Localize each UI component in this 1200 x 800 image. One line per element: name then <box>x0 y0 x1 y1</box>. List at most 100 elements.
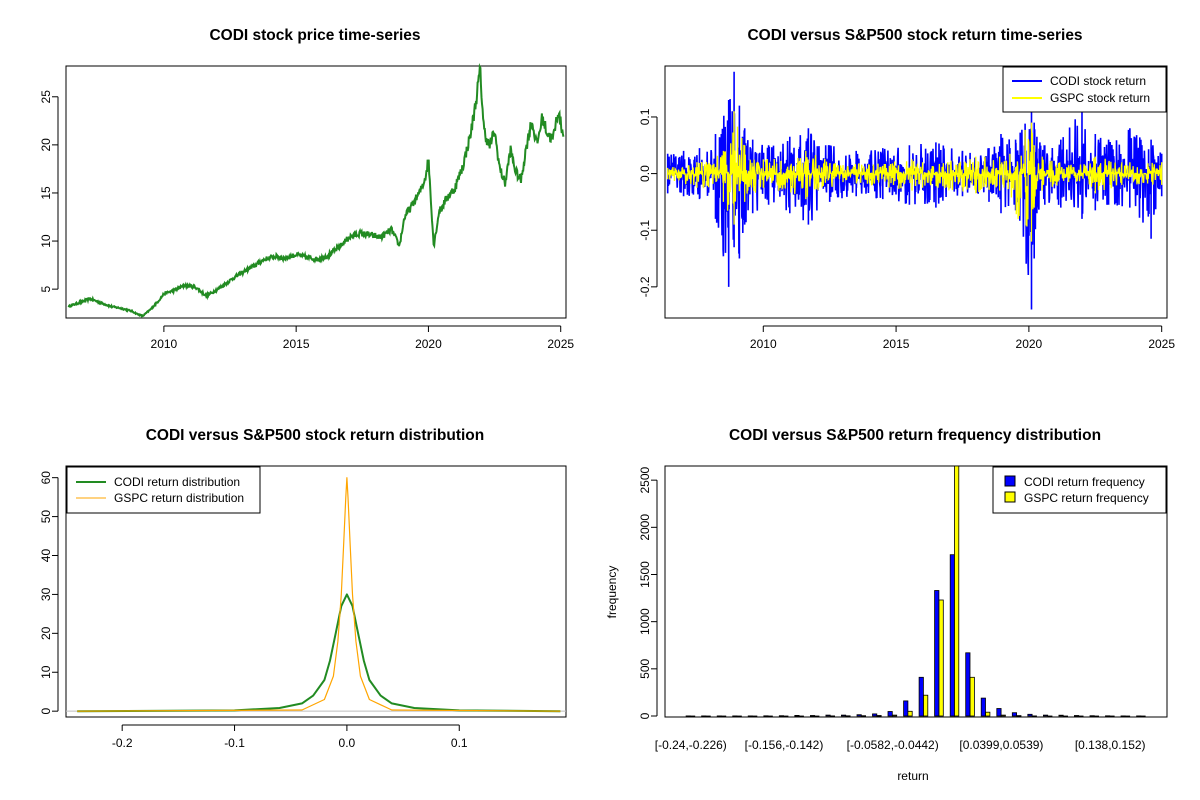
y-tick-label: 40 <box>39 549 53 563</box>
gspc-frequency-bar <box>1078 715 1084 718</box>
panel-return-distribution: CODI versus S&P500 stock return distribu… <box>39 427 567 750</box>
legend: CODI stock return GSPC stock return <box>1002 66 1167 113</box>
legend-box <box>66 466 261 514</box>
codi-frequency-bar <box>980 697 986 717</box>
gspc-frequency-bar <box>1093 715 1100 718</box>
gspc-frequency-bar <box>845 715 851 717</box>
x-tick-label: 2025 <box>1148 337 1175 351</box>
gspc-frequency-bar <box>1140 715 1146 718</box>
codi-frequency-bar <box>763 715 769 717</box>
codi-frequency-bar <box>1043 714 1049 717</box>
plot-frame <box>664 465 1168 718</box>
legend-swatch-gspc <box>1004 491 1016 503</box>
x-tick-label: 2020 <box>415 337 442 351</box>
codi-frequency-bar <box>1074 715 1080 717</box>
x-tick-label: 2010 <box>151 337 178 351</box>
legend-box <box>1002 66 1167 113</box>
x-category-label: [-0.0582,-0.0442) <box>847 738 939 752</box>
chart-title: CODI versus S&P500 return frequency dist… <box>729 427 1101 444</box>
x-tick-label: 2015 <box>283 337 310 351</box>
panel-return-frequency: CODI versus S&P500 return frequency dist… <box>605 427 1168 783</box>
codi-frequency-bar <box>887 711 893 717</box>
y-tick-label: 25 <box>39 90 53 104</box>
gspc-frequency-bar <box>876 715 882 717</box>
x-axis-label: return <box>897 769 928 783</box>
gspc-frequency-bar <box>985 711 991 717</box>
y-tick-label: 0 <box>638 712 652 719</box>
y-tick-label: 5 <box>39 285 53 292</box>
gspc-frequency-bar <box>736 715 742 718</box>
legend-label-codi: CODI return frequency <box>1024 475 1145 489</box>
chart-title: CODI stock price time-series <box>209 27 420 44</box>
plot-frame <box>664 65 1168 319</box>
gspc-frequency-bar <box>923 694 929 717</box>
series-group <box>666 71 1163 310</box>
panel-return-timeseries: CODI versus S&P500 stock return time-ser… <box>638 27 1175 351</box>
codi-frequency-bar <box>949 554 955 717</box>
gspc-frequency-bar <box>705 715 711 718</box>
legend-box <box>992 466 1167 514</box>
x-tick-label: 2015 <box>883 337 910 351</box>
series-group <box>67 62 565 318</box>
gspc-frequency-bar <box>892 714 898 717</box>
y-tick-label: 0.1 <box>638 108 652 125</box>
gspc-density-line <box>77 477 561 712</box>
codi-frequency-bar <box>685 715 691 718</box>
gspc-frequency-bar <box>1125 715 1131 718</box>
gspc-frequency-bar <box>1016 715 1022 717</box>
codi-frequency-bar <box>1136 715 1142 718</box>
gspc-frequency-bar <box>954 465 960 717</box>
codi-frequency-bar <box>856 714 862 717</box>
gspc-frequency-bar <box>783 715 789 718</box>
gspc-frequency-bar <box>1000 714 1006 717</box>
codi-frequency-bar <box>810 715 816 717</box>
y-tick-label: 15 <box>39 186 53 200</box>
axis-ticks: 0 500 1000 1500 2000 2500 [-0.24,-0.226) [-0.15… <box>638 466 1146 752</box>
plot-frame <box>65 465 567 718</box>
codi-frequency-bar <box>841 714 847 717</box>
codi-frequency-bar <box>996 708 1002 717</box>
legend-label-gspc: GSPC return distribution <box>114 491 244 505</box>
legend: CODI return frequency GSPC return freque… <box>992 466 1167 514</box>
gspc-frequency-bar <box>829 715 835 718</box>
x-tick-label: -0.1 <box>224 736 245 750</box>
gspc-frequency-bar <box>767 715 773 718</box>
gspc-frequency-bar <box>1047 715 1053 718</box>
y-tick-label: 1500 <box>638 561 652 588</box>
codi-frequency-bar <box>1011 712 1017 717</box>
y-tick-label: -0.2 <box>638 276 652 297</box>
x-category-label: [0.138,0.152) <box>1075 738 1146 752</box>
y-tick-label: 60 <box>39 471 53 485</box>
plot-frame <box>65 65 567 319</box>
y-tick-label: 0 <box>39 708 53 715</box>
axis-ticks: -0.2 -0.1 0.0 0.1 0 10 20 30 40 50 60 <box>39 471 468 750</box>
y-tick-label: 30 <box>39 587 53 601</box>
codi-frequency-bar <box>732 715 738 718</box>
y-axis-label: frequency <box>605 566 619 619</box>
x-tick-label: 2025 <box>547 337 574 351</box>
legend-swatch-codi <box>1004 475 1016 487</box>
legend-label-codi: CODI stock return <box>1050 74 1146 88</box>
gspc-frequency-bar <box>1109 715 1115 718</box>
price-line <box>67 62 565 318</box>
y-tick-label: 500 <box>638 658 652 678</box>
legend-label-codi: CODI return distribution <box>114 475 240 489</box>
x-category-label: [-0.156,-0.142) <box>745 738 824 752</box>
y-tick-label: 1000 <box>638 608 652 635</box>
legend-label-gspc: GSPC return frequency <box>1024 491 1149 505</box>
x-tick-label: 0.0 <box>339 736 356 750</box>
y-tick-label: 10 <box>39 234 53 248</box>
y-tick-label: 2000 <box>638 514 652 541</box>
gspc-frequency-bar <box>1062 715 1069 718</box>
codi-frequency-bar <box>747 715 753 718</box>
gspc-frequency-bar <box>721 715 727 718</box>
y-tick-label: 20 <box>39 626 53 640</box>
codi-frequency-bar <box>794 715 800 717</box>
y-tick-label: 20 <box>39 138 53 152</box>
panel-price-timeseries: CODI stock price time-series 2010 2015 202… <box>39 27 574 351</box>
gspc-frequency-bar <box>907 710 913 717</box>
legend: CODI return distribution GSPC return dis… <box>66 466 261 514</box>
codi-frequency-bar <box>1058 714 1064 717</box>
